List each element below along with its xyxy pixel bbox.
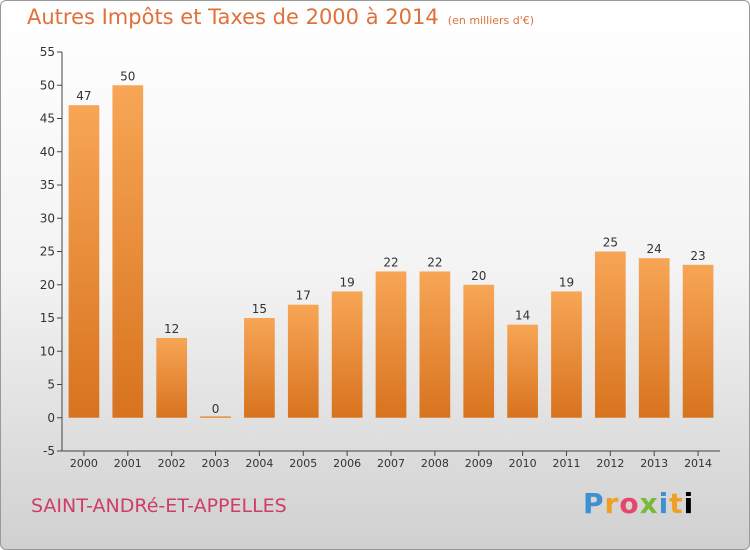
y-tick-label: 10 [40, 344, 55, 358]
chart-title-main: Autres Impôts et Taxes de 2000 à 2014 [27, 5, 439, 29]
bar-value-label: 23 [690, 249, 705, 263]
bar [156, 337, 188, 418]
bar [638, 258, 670, 418]
bar [594, 251, 626, 418]
bar-value-label: 47 [76, 89, 91, 103]
bar [200, 416, 231, 418]
bar-value-label: 12 [164, 322, 179, 336]
bar [287, 304, 319, 418]
x-tick-label: 2009 [465, 457, 493, 470]
x-tick-label: 2010 [509, 457, 537, 470]
bar-value-label: 50 [120, 69, 135, 83]
bar [375, 271, 407, 418]
bar [463, 284, 495, 418]
commune-name: SAINT-ANDRé-ET-APPELLES [31, 495, 287, 517]
y-tick-label: 15 [40, 311, 55, 325]
bar [112, 85, 144, 418]
y-tick-label: -5 [43, 444, 55, 458]
x-tick-label: 2007 [377, 457, 405, 470]
bar-value-label: 20 [471, 269, 486, 283]
y-tick-label: 0 [47, 411, 55, 425]
logo-letter: t [669, 487, 684, 520]
x-tick-label: 2001 [114, 457, 142, 470]
bar [682, 264, 714, 418]
x-tick-label: 2000 [70, 457, 98, 470]
y-tick-label: 5 [47, 378, 55, 392]
x-tick-label: 2013 [640, 457, 668, 470]
bar-value-label: 14 [515, 309, 530, 323]
x-tick-label: 2003 [202, 457, 230, 470]
x-tick-label: 2011 [552, 457, 580, 470]
y-tick-label: 30 [40, 211, 55, 225]
bar-value-label: 19 [339, 275, 354, 289]
x-tick-label: 2002 [158, 457, 186, 470]
y-tick-label: 35 [40, 178, 55, 192]
y-tick-label: 25 [40, 245, 55, 259]
bar [68, 105, 100, 418]
logo-letter: o [619, 487, 640, 520]
logo-letter: r [604, 487, 620, 520]
bar [507, 324, 538, 418]
x-tick-label: 2004 [245, 457, 273, 470]
x-tick-label: 2012 [596, 457, 624, 470]
x-tick-label: 2014 [684, 457, 712, 470]
y-tick-label: 55 [40, 45, 55, 59]
logo-letter: i [683, 487, 695, 520]
bar-value-label: 22 [383, 255, 398, 269]
chart-title: Autres Impôts et Taxes de 2000 à 2014 (e… [27, 5, 534, 29]
logo-letter: i [658, 487, 670, 520]
bar-value-label: 0 [212, 402, 220, 416]
bar-value-label: 19 [559, 275, 574, 289]
bar-value-label: 24 [647, 242, 662, 256]
bar-value-label: 25 [603, 236, 618, 250]
chart-title-unit: (en milliers d'€) [447, 14, 535, 27]
bar [551, 291, 582, 418]
x-tick-label: 2006 [333, 457, 361, 470]
bar-value-label: 22 [427, 255, 442, 269]
proxiti-logo: Proxiti [583, 487, 694, 520]
bar-value-label: 15 [252, 302, 267, 316]
x-tick-label: 2008 [421, 457, 449, 470]
bar [244, 318, 275, 418]
y-tick-label: 45 [40, 112, 55, 126]
logo-letter: x [639, 487, 659, 520]
bar [331, 291, 363, 418]
logo-letter: P [583, 487, 605, 520]
bar-value-label: 17 [296, 289, 311, 303]
bar [419, 271, 451, 418]
y-tick-label: 40 [40, 145, 55, 159]
y-tick-label: 50 [40, 78, 55, 92]
x-tick-label: 2005 [289, 457, 317, 470]
y-tick-label: 20 [40, 278, 55, 292]
